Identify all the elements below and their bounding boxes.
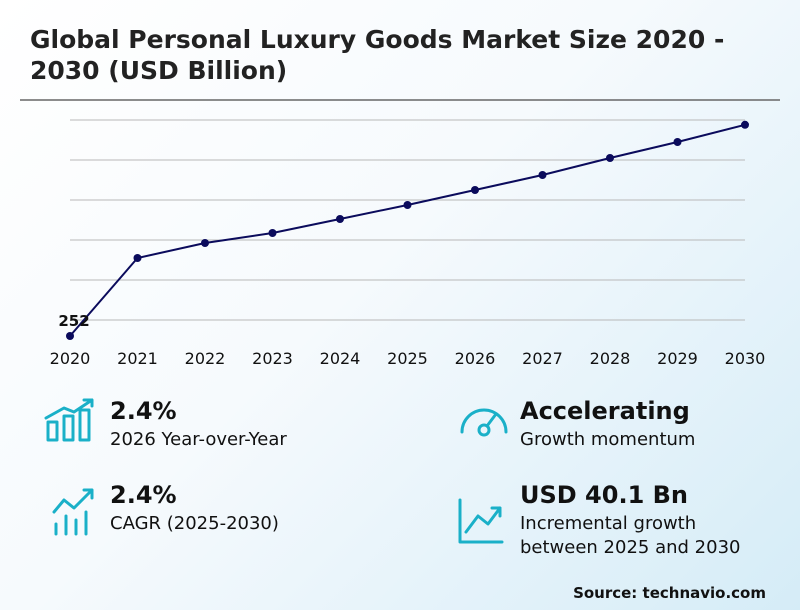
- stat-label: 2026 Year-over-Year: [110, 429, 287, 450]
- x-tick-label: 2022: [185, 349, 226, 368]
- point: [336, 215, 344, 223]
- x-tick-label: 2024: [320, 349, 361, 368]
- stat-value: USD 40.1 Bn: [520, 481, 688, 509]
- stat-label: Incremental growth between 2025 and 2030: [520, 513, 741, 558]
- point: [403, 201, 412, 209]
- point: [538, 171, 547, 179]
- stat: USD 40.1 Bn Incremental growth between 20…: [520, 480, 775, 560]
- point: [673, 138, 682, 146]
- x-tick-label: 2025: [387, 349, 428, 368]
- point: [741, 120, 749, 129]
- x-tick-label: 2021: [117, 349, 158, 368]
- value-label: 252: [58, 312, 89, 330]
- point: [606, 154, 614, 162]
- icons: [44, 398, 508, 544]
- x-tick-label: 2023: [252, 349, 293, 368]
- stat-label: Growth momentum: [520, 429, 696, 450]
- stat-value: 2.4%: [110, 481, 177, 509]
- stat: 2.4% 2026 Year-over-Year: [110, 396, 365, 452]
- x-tick-label: 2030: [725, 349, 766, 368]
- point: [268, 229, 277, 237]
- stat-value: Accelerating: [520, 397, 690, 425]
- stat: 2.4% CAGR (2025-2030): [110, 480, 365, 536]
- x-tick-label: 2027: [522, 349, 563, 368]
- chart-title: Global Personal Luxury Goods Market Size…: [30, 25, 725, 85]
- point: [201, 239, 209, 247]
- x-tick-label: 2026: [455, 349, 496, 368]
- stat-label: CAGR (2025-2030): [110, 513, 279, 534]
- point: [66, 332, 74, 340]
- stat-value: 2.4%: [110, 397, 177, 425]
- point: [471, 186, 479, 194]
- x-tick-label: 2029: [657, 349, 698, 368]
- x-tick-label: 2028: [590, 349, 631, 368]
- source: Source: technavio.com: [573, 584, 766, 602]
- x-tick-label: 2020: [50, 349, 91, 368]
- line: [69, 123, 746, 337]
- stat: Accelerating Growth momentum: [520, 396, 775, 452]
- point: [133, 254, 142, 262]
